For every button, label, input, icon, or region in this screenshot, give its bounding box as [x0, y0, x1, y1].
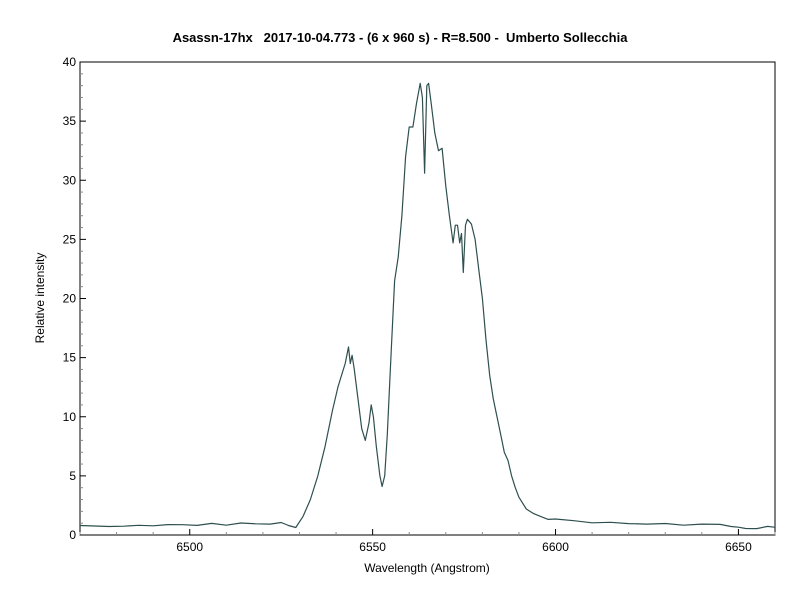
y-tick-label: 35: [63, 114, 77, 128]
spectrum-line: [79, 82, 776, 530]
y-tick-label: 15: [63, 351, 77, 365]
x-tick-label: 6500: [176, 540, 203, 554]
y-tick-label: 25: [63, 232, 77, 246]
plot-border: [79, 61, 776, 536]
y-tick-label: 10: [63, 410, 77, 424]
y-axis: 0 5 10 15 20 25 30 35 40: [63, 55, 86, 542]
y-tick-label: 20: [63, 292, 77, 306]
y-tick-label: 0: [69, 528, 76, 542]
x-tick-label: 6550: [359, 540, 386, 554]
spectrum-series: [79, 82, 776, 530]
x-tick-label: 6650: [725, 540, 752, 554]
y-tick-label: 5: [69, 469, 76, 483]
plot-area: [79, 61, 776, 536]
y-tick-label: 30: [63, 173, 77, 187]
x-tick-label: 6600: [542, 540, 569, 554]
x-axis: 6500 6550 6600 6650: [79, 529, 776, 554]
y-axis-label: Relative intensity: [33, 253, 47, 344]
chart-title: Asassn-17hx 2017-10-04.773 - (6 x 960 s)…: [172, 30, 628, 45]
y-tick-label: 40: [63, 55, 77, 69]
x-axis-label: Wavelength (Angstrom): [364, 561, 490, 575]
